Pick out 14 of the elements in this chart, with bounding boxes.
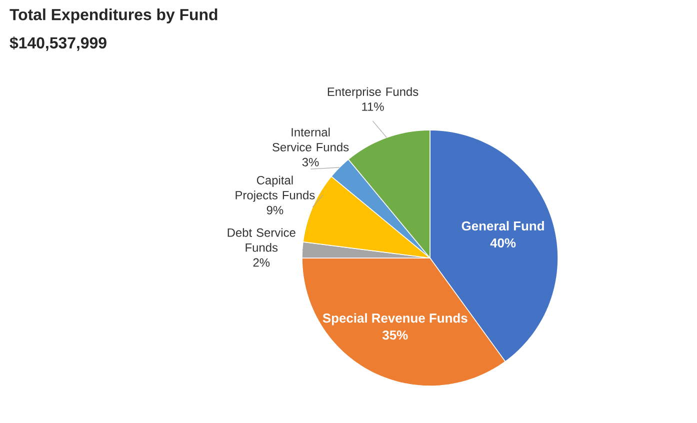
- data-label: 2%: [253, 258, 270, 267]
- text: $140,537,999: [10, 36, 106, 51]
- data-label: 11%: [362, 102, 384, 111]
- slice-label: General Fund: [462, 221, 544, 231]
- slice-label: Debt Service Funds: [228, 228, 296, 252]
- slice-label: Special Revenue Funds: [322, 313, 468, 326]
- data-label: 3%: [302, 158, 319, 166]
- chart-title: Total Expenditures by Fund: [10, 8, 218, 24]
- data-label: 40%: [490, 238, 516, 248]
- slice-label: Enterprise Funds: [328, 87, 418, 98]
- data-label: 35%: [382, 330, 408, 340]
- slice-label: Capital Projects Funds: [236, 176, 315, 202]
- slice-label: Internal Service Funds: [272, 128, 349, 152]
- data-label: 9%: [266, 206, 284, 214]
